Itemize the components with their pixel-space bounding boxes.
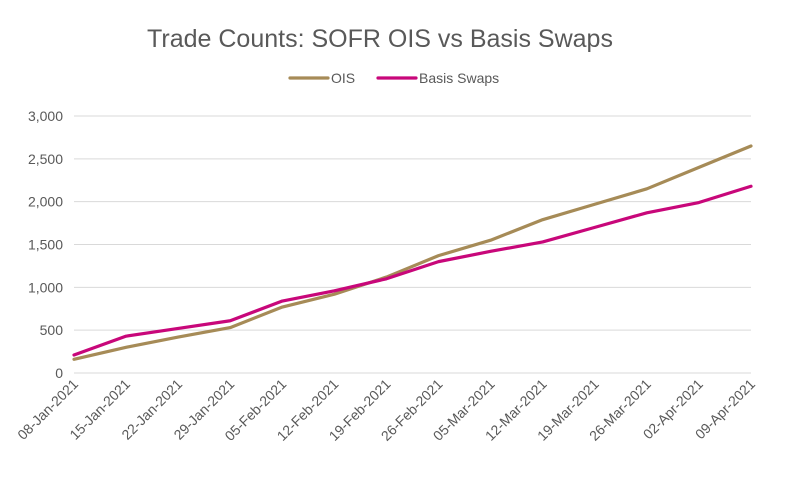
gridlines <box>74 115 751 374</box>
y-axis-tick-labels: 0 500 1,000 1,500 2,000 2,500 3,000 <box>28 108 63 381</box>
x-axis-tick-labels: 08-Jan-202115-Jan-202122-Jan-202129-Jan-… <box>14 376 758 444</box>
legend-label: Basis Swaps <box>419 70 499 86</box>
series-lines <box>72 144 753 361</box>
y-tick-label: 1,500 <box>28 237 63 253</box>
y-tick-label: 0 <box>55 365 63 381</box>
series-line-ois <box>72 144 753 361</box>
y-tick-label: 1,000 <box>28 279 63 295</box>
legend-label: OIS <box>331 70 355 86</box>
y-tick-label: 500 <box>40 322 64 338</box>
y-tick-label: 2,000 <box>28 194 63 210</box>
series-line-basis-swaps <box>72 184 753 357</box>
legend: OIS Basis Swaps <box>288 70 499 86</box>
y-tick-label: 3,000 <box>28 108 63 124</box>
chart-title: Trade Counts: SOFR OIS vs Basis Swaps <box>147 25 613 53</box>
y-tick-label: 2,500 <box>28 151 63 167</box>
